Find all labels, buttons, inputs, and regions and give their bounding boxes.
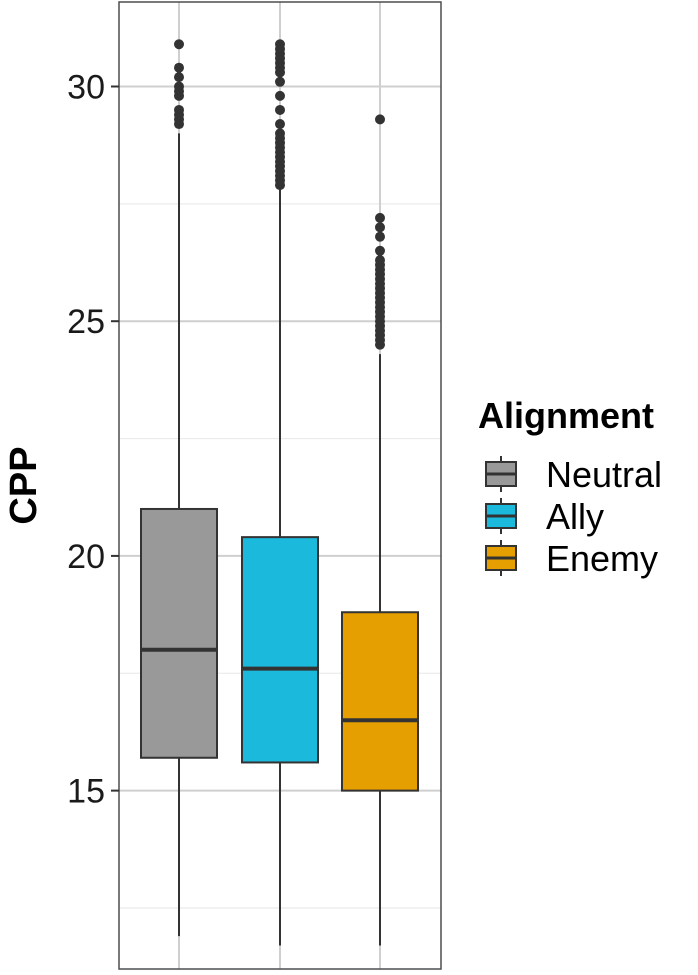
- outlier-point: [174, 72, 184, 83]
- iqr-box: [341, 611, 419, 792]
- y-tick-label: 30: [67, 68, 105, 106]
- legend-title: Alignment: [478, 395, 654, 436]
- outlier-point: [174, 62, 184, 73]
- y-tick-label: 15: [67, 773, 105, 811]
- legend-item-neutral: Neutral: [485, 454, 662, 495]
- outlier-point: [275, 39, 285, 50]
- iqr-box: [140, 507, 218, 759]
- y-tick-label: 25: [67, 303, 105, 341]
- box-enemy: [341, 114, 419, 946]
- outlier-point: [375, 245, 385, 256]
- legend-item-enemy: Enemy: [485, 538, 658, 579]
- legend-label: Neutral: [546, 454, 662, 495]
- legend-label: Enemy: [546, 538, 658, 579]
- box-neutral: [140, 39, 218, 937]
- iqr-box: [241, 536, 319, 764]
- legend-label: Ally: [546, 496, 604, 537]
- outlier-point: [275, 76, 285, 87]
- outlier-point: [375, 222, 385, 233]
- legend-key-ally: [485, 498, 517, 534]
- outlier-point: [275, 104, 285, 115]
- box-ally: [241, 39, 319, 946]
- outlier-point: [275, 90, 285, 101]
- y-axis-title: CPP: [3, 446, 45, 524]
- panel-border: [118, 1, 442, 970]
- outlier-point: [375, 231, 385, 242]
- outlier-point: [275, 119, 285, 130]
- outlier-point: [174, 39, 184, 50]
- legend-key-enemy: [485, 540, 517, 576]
- outlier-point: [375, 255, 385, 266]
- outlier-point: [174, 81, 184, 92]
- legend-key-neutral: [485, 456, 517, 492]
- outlier-point: [275, 128, 285, 139]
- y-tick-label: 20: [67, 538, 105, 576]
- box-plots: [140, 39, 419, 946]
- outlier-point: [174, 104, 184, 115]
- outlier-point: [375, 212, 385, 223]
- outlier-point: [375, 114, 385, 125]
- y-axis-ticks: 15 20 25 30: [67, 68, 119, 811]
- legend-item-ally: Ally: [485, 496, 604, 537]
